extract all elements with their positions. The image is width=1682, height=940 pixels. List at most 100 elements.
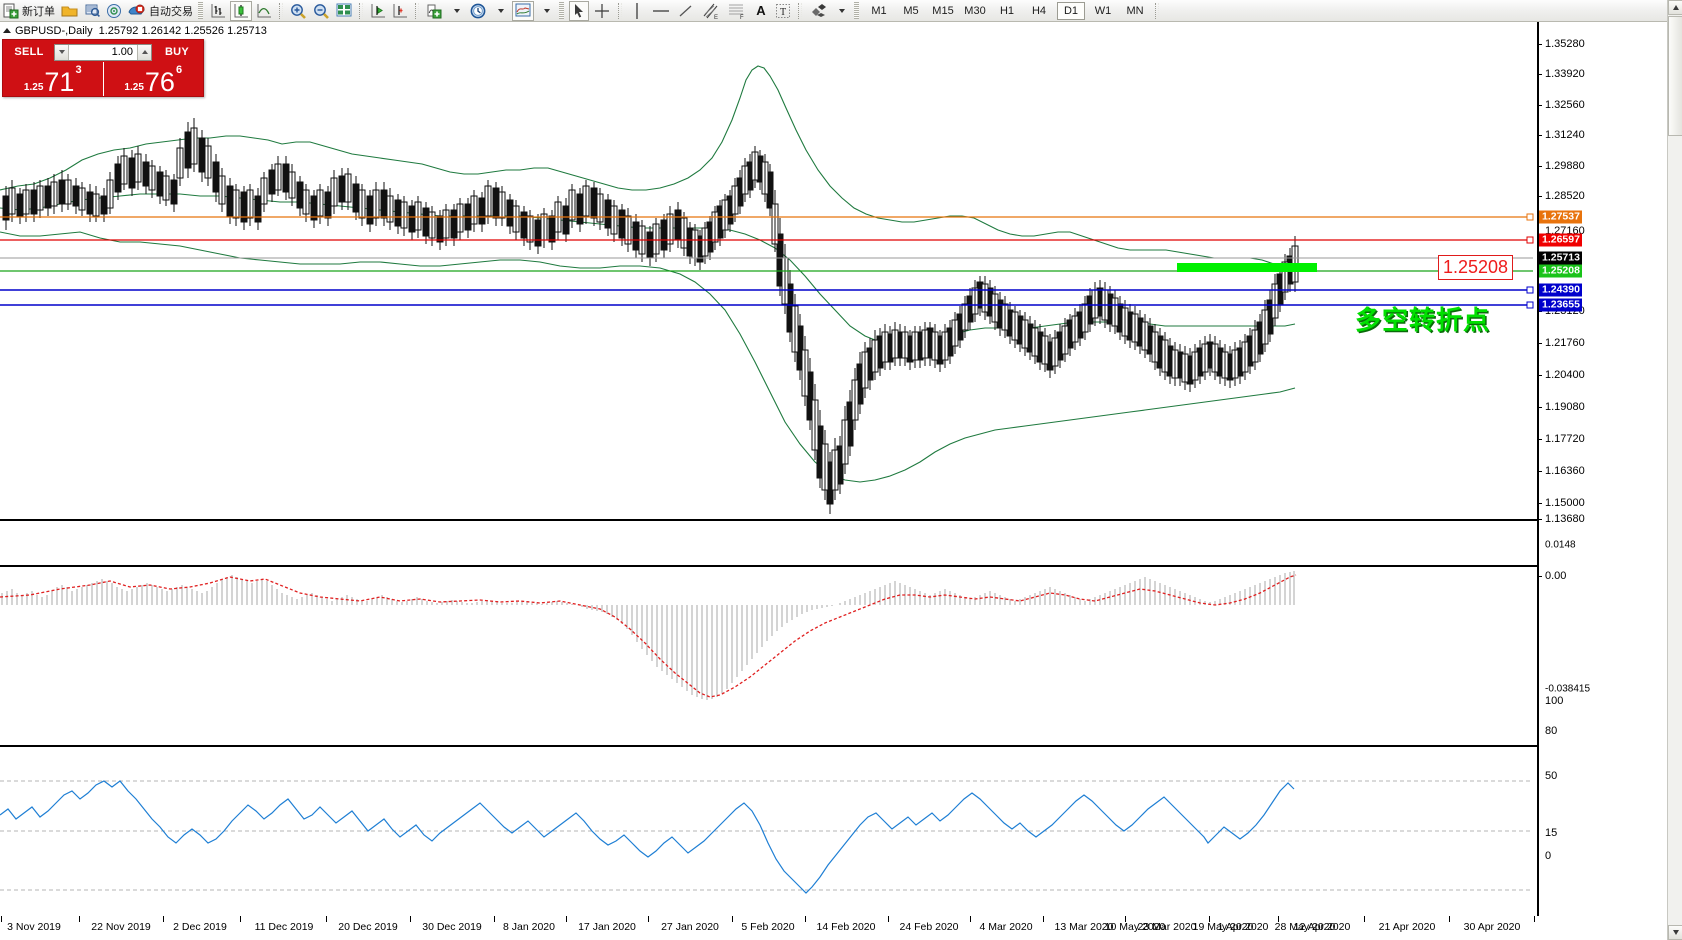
sell-quote[interactable]: 1.25 71 3 — [3, 62, 103, 96]
new-order-button[interactable]: 新订单 — [1, 1, 57, 21]
price-tag-resistance-2[interactable]: 1.26597 — [1539, 233, 1582, 247]
x-axis-label: 8 Jan 2020 — [503, 921, 555, 933]
y-tick — [1537, 439, 1542, 440]
rsi-svg — [0, 780, 1533, 894]
line-chart-icon[interactable] — [254, 1, 274, 21]
text-label-icon[interactable]: A — [756, 3, 766, 18]
x-axis-label: 2 Dec 2019 — [173, 921, 227, 933]
toolbar-grip-1[interactable] — [198, 2, 203, 19]
candlestick-chart-icon[interactable] — [230, 0, 252, 21]
rsi-axis-label: 80 — [1545, 725, 1558, 737]
volume-increment-button[interactable] — [137, 44, 151, 60]
toolbar-grip-2[interactable] — [559, 2, 564, 19]
folder-icon[interactable] — [59, 1, 80, 21]
data-window-icon[interactable] — [334, 1, 354, 21]
price-tag-resistance-1[interactable]: 1.27537 — [1539, 210, 1582, 224]
rsi-axis-label: 0 — [1545, 850, 1552, 862]
svg-text:E: E — [714, 15, 718, 20]
price-axis-line — [1537, 22, 1539, 918]
x-axis-label: 21 Apr 2020 — [1378, 921, 1436, 933]
time-axis[interactable]: 3 Nov 2019 22 Nov 2019 2 Dec 2019 11 Dec… — [0, 916, 1682, 940]
x-axis-label: 22 Nov 2019 — [91, 921, 151, 933]
x-axis-label: 12 Apr 2020 — [1293, 921, 1351, 933]
vertical-line-icon[interactable] — [627, 1, 647, 21]
y-tick — [1537, 576, 1542, 577]
price-tag-support-2[interactable]: 1.23655 — [1539, 298, 1582, 312]
volume-input[interactable]: 1.00 — [69, 44, 137, 60]
trendline-icon[interactable] — [675, 1, 697, 21]
y-tick — [1537, 311, 1542, 312]
one-click-trading-panel[interactable]: SELL 1.00 BUY 1.25 71 3 1.25 76 6 — [2, 39, 204, 97]
period-dropdown[interactable] — [490, 1, 510, 21]
toolbar-grip-3[interactable] — [854, 2, 859, 19]
buy-quote[interactable]: 1.25 76 6 — [102, 62, 204, 96]
x-axis-label: 11 Dec 2019 — [254, 921, 314, 933]
timeframe-mn[interactable]: MN — [1126, 4, 1144, 17]
collapse-triangle-icon[interactable] — [3, 28, 11, 33]
level-handle-1-27537 — [1526, 213, 1534, 221]
x-axis-label: 27 Jan 2020 — [661, 921, 719, 933]
y-axis-label: 1.33920 — [1545, 68, 1585, 80]
supply-zone-rectangle[interactable] — [1177, 263, 1317, 272]
sell-button[interactable]: SELL — [14, 46, 44, 58]
timeframe-w1[interactable]: W1 — [1094, 4, 1112, 17]
level-handle-1-26597 — [1526, 236, 1534, 244]
timeframe-m5[interactable]: M5 — [903, 4, 919, 17]
price-chart-pane[interactable] — [0, 38, 1682, 518]
buy-price-prefix: 1.25 — [124, 82, 144, 93]
timeframe-h4[interactable]: H4 — [1031, 4, 1047, 17]
indicators-icon[interactable] — [424, 1, 444, 21]
y-axis-label: 1.28520 — [1545, 190, 1585, 202]
indicators-dropdown[interactable] — [446, 1, 466, 21]
objects-icon[interactable] — [807, 1, 829, 21]
equidistant-channel-icon[interactable]: E — [699, 1, 723, 21]
zoom-in-icon[interactable] — [288, 1, 309, 21]
y-axis-label: 1.21760 — [1545, 337, 1585, 349]
horizontal-line-icon[interactable] — [649, 1, 673, 21]
profiles-icon[interactable] — [104, 1, 124, 21]
templates-icon[interactable] — [512, 0, 534, 21]
objects-dropdown[interactable] — [831, 1, 851, 21]
price-tag-current-bid[interactable]: 1.25713 — [1539, 251, 1582, 265]
fibonacci-icon[interactable]: F — [725, 1, 749, 21]
scrollbar-thumb[interactable] — [1668, 16, 1682, 136]
volume-stepper[interactable]: 1.00 — [54, 43, 152, 61]
cursor-icon[interactable] — [569, 0, 589, 21]
macd-axis-label: -0.038415 — [1545, 683, 1591, 695]
timeframe-d1[interactable]: D1 — [1057, 1, 1085, 20]
autotrading-icon[interactable]: 自动交易 — [126, 1, 195, 21]
chinese-annotation-text[interactable]: 多空转折点 — [1355, 306, 1491, 336]
timeframe-m1[interactable]: M1 — [871, 4, 887, 17]
scroll-down-button[interactable] — [1668, 925, 1682, 940]
toolbar-separator-4 — [618, 2, 622, 19]
price-tag-support-green[interactable]: 1.25208 — [1539, 264, 1582, 278]
zoom-out-icon[interactable] — [311, 1, 332, 21]
level-handle-1-23655 — [1526, 301, 1534, 309]
period-icon[interactable] — [468, 1, 488, 21]
crosshair-offset-icon[interactable] — [390, 1, 410, 21]
y-axis-label: 1.13680 — [1545, 513, 1585, 525]
text-box-icon[interactable]: T — [773, 1, 793, 21]
price-annotation-label[interactable]: 1.25208 — [1438, 255, 1514, 280]
timeframe-m15[interactable]: M15 — [932, 4, 954, 17]
sell-price-prefix: 1.25 — [23, 82, 44, 93]
crosshair-icon[interactable] — [591, 1, 613, 21]
scroll-up-button[interactable] — [1668, 0, 1682, 15]
timeframe-h1[interactable]: H1 — [999, 4, 1015, 17]
buy-button[interactable]: BUY — [164, 46, 190, 58]
templates-dropdown[interactable] — [536, 1, 556, 21]
bar-chart-icon[interactable] — [208, 1, 228, 21]
y-axis-label: 1.31240 — [1545, 129, 1585, 141]
price-tag-support-1[interactable]: 1.24390 — [1539, 283, 1582, 297]
x-axis-label: 14 Feb 2020 — [816, 921, 876, 933]
buy-price-point: 6 — [175, 64, 183, 76]
print-preview-icon[interactable] — [82, 1, 102, 21]
x-axis-label: 3 Nov 2019 — [7, 921, 61, 933]
vertical-scrollbar[interactable] — [1667, 0, 1682, 940]
rsi-pane[interactable] — [0, 747, 1682, 917]
macd-pane[interactable] — [0, 567, 1682, 711]
shift-end-icon[interactable] — [368, 1, 388, 21]
y-tick — [1537, 105, 1542, 106]
volume-decrement-button[interactable] — [55, 44, 69, 60]
timeframe-m30[interactable]: M30 — [964, 4, 986, 17]
